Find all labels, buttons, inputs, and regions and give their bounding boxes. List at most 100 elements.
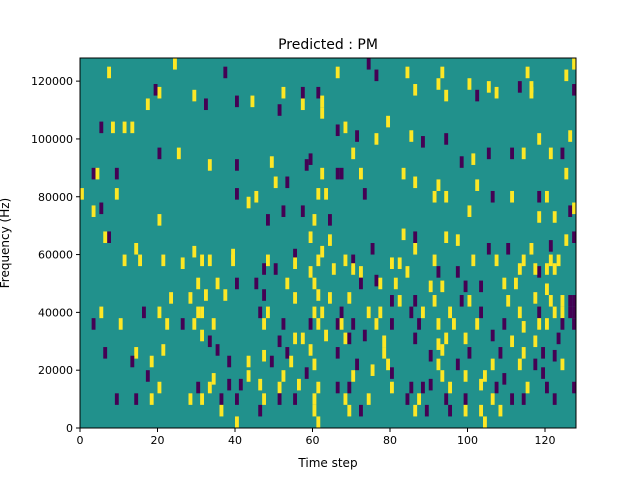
heatmap-cell-high — [312, 277, 317, 290]
heatmap-cell-low — [238, 378, 243, 391]
heatmap-cell-low — [277, 393, 282, 405]
heatmap-cell-low — [537, 190, 542, 203]
heatmap-cell-high — [537, 211, 542, 223]
heatmap-cell-low — [180, 318, 185, 330]
heatmap-cell-high — [483, 370, 487, 382]
heatmap-cell-high — [289, 355, 294, 368]
heatmap-cell-high — [157, 381, 162, 394]
heatmap-cell-high — [335, 66, 340, 79]
heatmap-cell-high — [436, 358, 441, 371]
heatmap-cell-high — [378, 277, 383, 290]
heatmap-cell-high — [281, 370, 286, 382]
heatmap-cell-high — [421, 306, 425, 319]
heatmap-cell-low — [227, 355, 232, 368]
heatmap-cell-low — [258, 404, 263, 417]
heatmap-cell-low — [517, 81, 522, 93]
heatmap-cell-high — [440, 344, 445, 356]
heatmap-cell-low — [463, 393, 468, 405]
heatmap-cell-high — [219, 404, 224, 417]
heatmap-cell-high — [200, 306, 205, 319]
heatmap-cell-high — [413, 176, 418, 189]
heatmap-cell-low — [339, 167, 344, 180]
heatmap-cell-high — [192, 89, 197, 102]
heatmap-cell-high — [169, 292, 174, 304]
heatmap-cell-low — [215, 344, 220, 356]
heatmap-cell-high — [300, 98, 305, 111]
heatmap-cell-high — [207, 254, 212, 267]
heatmap-cell-low — [475, 89, 480, 102]
heatmap-cell-high — [479, 404, 484, 417]
heatmap-cell-low — [293, 248, 298, 261]
heatmap-cell-high — [161, 254, 166, 267]
heatmap-cell-high — [401, 167, 406, 180]
heatmap-cell-high — [560, 358, 565, 371]
heatmap-cell-high — [312, 358, 317, 371]
heatmap-cell-high — [122, 254, 127, 267]
heatmap-cell-low — [269, 355, 274, 368]
heatmap-cell-low — [421, 381, 425, 394]
heatmap-cell-low — [572, 84, 577, 96]
heatmap-cell-low — [390, 367, 394, 379]
heatmap-cell-high — [246, 196, 251, 209]
heatmap-cell-low — [227, 378, 232, 391]
heatmap-cell-high — [223, 289, 228, 301]
heatmap-cell-low — [285, 176, 290, 189]
heatmap-cell-low — [262, 263, 267, 275]
heatmap-cell-high — [293, 257, 298, 270]
heatmap-cell-low — [374, 69, 379, 82]
heatmap-cell-high — [130, 121, 135, 134]
heatmap-cell-high — [463, 370, 468, 382]
heatmap-cell-high — [180, 257, 185, 270]
x-tick-label: 0 — [77, 434, 84, 447]
heatmap-cell-high — [405, 266, 410, 278]
heatmap-cell-high — [475, 318, 480, 330]
heatmap-cell-high — [390, 257, 394, 270]
heatmap-cell-low — [424, 404, 429, 417]
heatmap-cell-low — [281, 318, 286, 330]
heatmap-cell-low — [568, 306, 573, 319]
heatmap-cell-high — [200, 329, 205, 342]
heatmap-cell-low — [417, 318, 422, 330]
heatmap-cell-high — [432, 295, 437, 307]
heatmap-cell-high — [428, 280, 433, 293]
heatmap-cell-high — [444, 190, 449, 203]
heatmap-cell-low — [455, 266, 460, 278]
heatmap-cell-high — [347, 292, 352, 304]
heatmap-cell-high — [312, 214, 317, 226]
heatmap-cell-low — [359, 277, 363, 290]
heatmap-cell-high — [564, 69, 569, 82]
heatmap-cell-low — [328, 214, 332, 226]
heatmap-cell-high — [157, 214, 162, 226]
heatmap-cell-high — [293, 332, 298, 345]
heatmap-cell-high — [413, 243, 418, 255]
heatmap-cell-high — [548, 254, 553, 267]
heatmap-cell-high — [211, 318, 216, 330]
heatmap-cell-low — [273, 263, 278, 275]
heatmap-cell-high — [409, 130, 414, 142]
heatmap-cell-high — [331, 263, 336, 275]
heatmap-cell-low — [533, 358, 538, 371]
heatmap-cell-high — [366, 393, 371, 405]
y-axis-label: Frequency (Hz) — [0, 198, 12, 289]
heatmap-cell-high — [316, 188, 321, 200]
heatmap-cell-high — [529, 86, 534, 99]
heatmap-cell-high — [390, 381, 394, 394]
heatmap-cell-high — [521, 321, 526, 333]
heatmap-cell-high — [533, 292, 538, 304]
heatmap-cell-high — [293, 292, 298, 304]
heatmap-cell-high — [374, 318, 379, 330]
heatmap-cell-low — [157, 147, 162, 160]
heatmap-cell-low — [293, 393, 298, 405]
heatmap-cell-low — [351, 318, 356, 330]
heatmap-cell-low — [235, 188, 239, 200]
heatmap-cell-low — [235, 393, 239, 405]
heatmap-cell-high — [343, 121, 348, 134]
heatmap-cell-low — [510, 147, 515, 160]
heatmap-cell-low — [207, 335, 212, 348]
heatmap-cell-low — [428, 378, 433, 391]
heatmap-cell-low — [568, 295, 573, 307]
heatmap-cell-high — [521, 254, 526, 267]
heatmap-cell-low — [114, 393, 119, 405]
heatmap-cell-low — [467, 347, 472, 359]
heatmap-cell-high — [448, 381, 453, 394]
